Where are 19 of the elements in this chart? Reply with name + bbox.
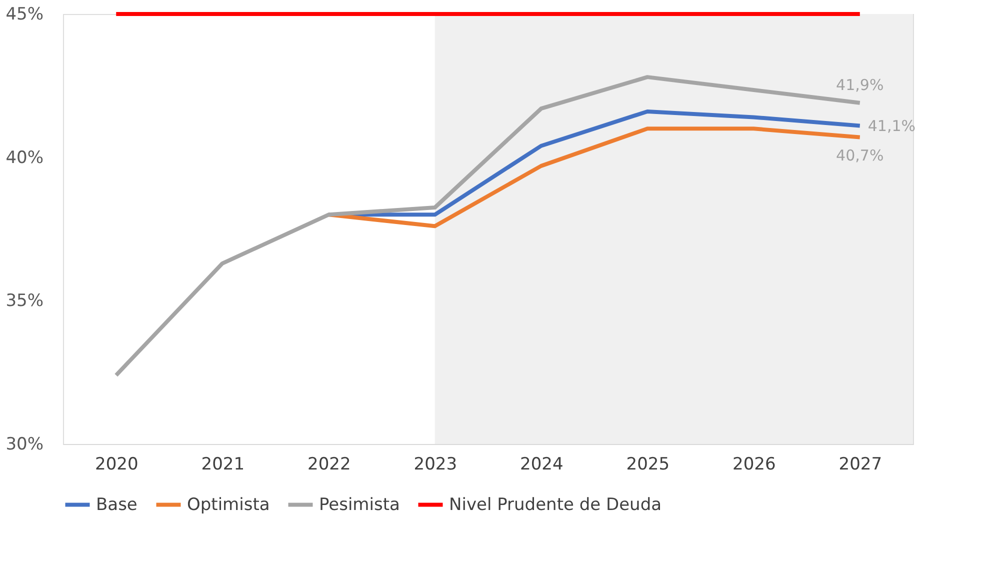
x-tick-label: 2021 — [201, 454, 245, 474]
x-tick-label: 2025 — [626, 454, 670, 474]
x-tick-label: 2027 — [838, 454, 882, 474]
annotation: 41,9% — [836, 76, 884, 94]
x-tick-label: 2023 — [414, 454, 458, 474]
legend-label: Nivel Prudente de Deuda — [449, 494, 662, 515]
y-tick-label: 30% — [6, 434, 44, 454]
annotation: 41,1% — [868, 116, 916, 135]
annotation: 40,7% — [836, 146, 884, 164]
legend-label: Pesimista — [319, 494, 400, 515]
legend-label: Optimista — [187, 494, 270, 515]
y-tick-label: 35% — [6, 291, 44, 312]
y-tick-label: 45% — [6, 4, 44, 24]
x-tick-label: 2026 — [732, 454, 776, 474]
x-tick-label: 2020 — [94, 454, 138, 474]
y-tick-label: 40% — [6, 148, 44, 168]
legend-label: Base — [96, 494, 138, 515]
x-tick-label: 2022 — [307, 454, 351, 474]
x-tick-label: 2024 — [520, 454, 564, 474]
